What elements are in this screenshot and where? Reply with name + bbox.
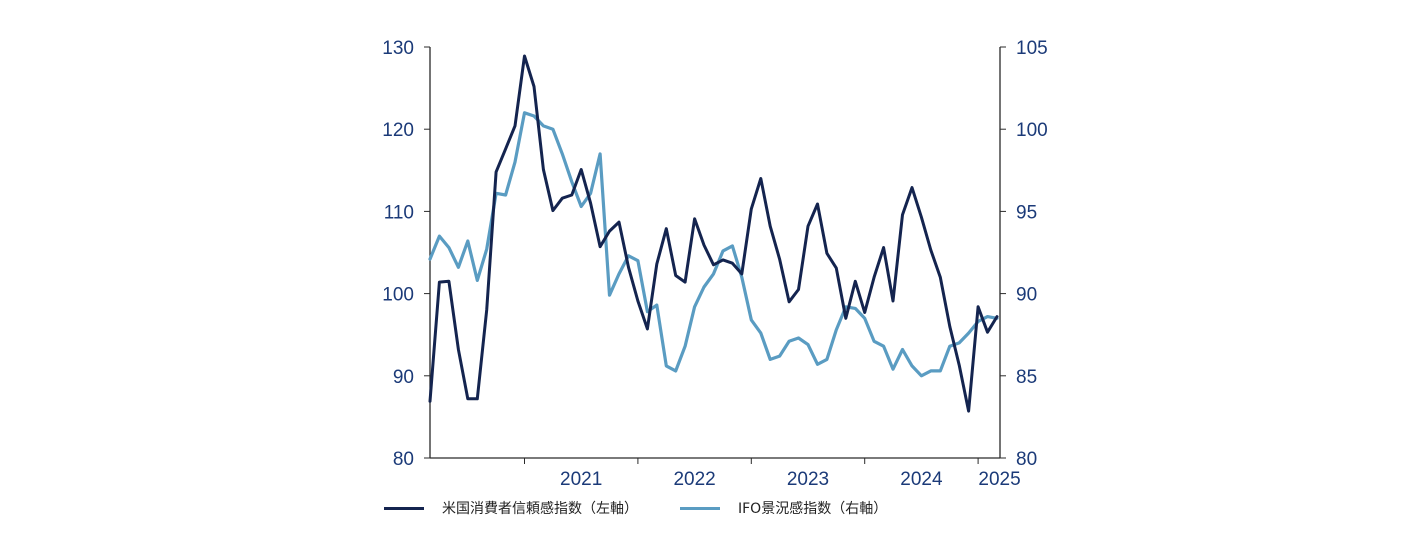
consumer-confidence-legend-swatch [384,506,424,510]
chart-series [428,54,999,413]
left-y-tick-label: 120 [382,120,414,141]
legend-item-ifo: IFO景況感指数（右軸） [680,496,887,520]
legend-item-consumer-confidence: 米国消費者信頼感指数（左軸） [384,496,638,520]
left-y-tick-label: 100 [382,285,414,306]
left-y-tick-label: 80 [393,449,414,470]
ifo-line [428,111,999,378]
left-y-tick-label: 90 [393,367,414,388]
chart-axes: 80 90 100 110 120 130 80 85 90 95 100 105 2021 2022 20… [382,38,1047,490]
right-y-tick-label: 100 [1016,120,1048,141]
x-tick-label: 2022 [673,469,715,490]
left-y-tick-label: 130 [382,38,414,59]
right-y-tick-label: 90 [1016,285,1037,306]
ifo-legend-swatch [680,506,720,510]
x-tick-label: 2021 [560,469,602,490]
right-y-tick-label: 85 [1016,367,1037,388]
left-y-tick-label: 110 [384,202,414,223]
x-tick-label: 2023 [787,469,829,490]
x-tick-label: 2025 [978,469,1020,490]
ifo-legend-label: IFO景況感指数（右軸） [738,501,888,517]
consumer-confidence-legend-label: 米国消費者信頼感指数（左軸） [442,501,638,517]
x-tick-label: 2024 [900,469,943,490]
right-y-tick-label: 105 [1016,38,1048,59]
right-y-tick-label: 95 [1016,202,1037,223]
consumer-confidence-line [428,54,999,413]
right-y-tick-label: 80 [1016,449,1037,470]
